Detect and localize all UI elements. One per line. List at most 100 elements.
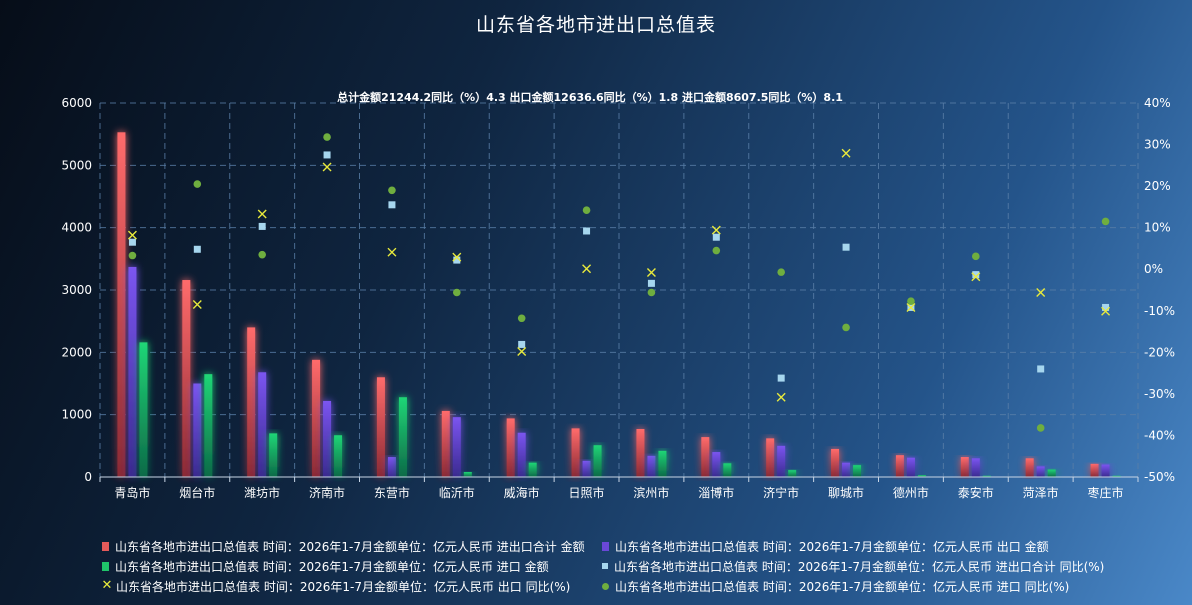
legend-x-marker: ✕ <box>101 578 113 593</box>
legend-item[interactable]: 山东省各地市进出口总值表 时间：2026年1-7月金额单位：亿元人民币 进出口合… <box>600 558 1120 574</box>
legend-item[interactable]: 山东省各地市进出口总值表 时间：2026年1-7月金额单位：亿元人民币 进出口合… <box>100 538 600 554</box>
x-tick-label: 菏泽市 <box>1023 485 1059 500</box>
point-dot <box>777 268 785 276</box>
point-layer <box>127 133 1111 432</box>
y-left-tick-label: 2000 <box>61 345 92 359</box>
x-tick-label: 济宁市 <box>763 485 799 500</box>
point-square <box>1102 303 1110 311</box>
bar <box>1090 463 1099 477</box>
legend-item[interactable]: ✕ 山东省各地市进出口总值表 时间：2026年1-7月金额单位：亿元人民币 出口 … <box>100 578 600 594</box>
point-square <box>453 256 461 264</box>
bar <box>528 462 537 477</box>
bar <box>777 445 786 477</box>
legend: 山东省各地市进出口总值表 时间：2026年1-7月金额单位：亿元人民币 进出口合… <box>100 538 1160 594</box>
bar <box>506 418 515 477</box>
point-square <box>323 151 331 159</box>
point-dot <box>1101 217 1110 226</box>
bar <box>247 327 256 477</box>
y-right-tick-label: 10% <box>1144 221 1171 235</box>
bar <box>323 400 332 477</box>
y-left-tick-label: 5000 <box>61 158 92 172</box>
legend-bar-swatch <box>102 561 109 571</box>
bar <box>712 452 721 477</box>
bar <box>1036 466 1045 477</box>
point-square <box>128 238 136 246</box>
point-x <box>1101 306 1111 316</box>
x-tick-label: 威海市 <box>504 485 540 500</box>
y-right-tick-label: -40% <box>1144 428 1175 442</box>
point-square <box>518 340 526 348</box>
point-square <box>842 243 850 251</box>
point-x <box>387 247 397 257</box>
bar <box>182 280 191 477</box>
point-x <box>322 162 332 172</box>
y-left-tick-label: 1000 <box>61 408 92 422</box>
point-x <box>257 209 267 219</box>
point-dot <box>582 206 591 215</box>
x-tick-label: 聊城市 <box>828 485 864 500</box>
x-tick-label: 日照市 <box>569 485 605 500</box>
point-square <box>583 227 591 235</box>
y-left-tick-label: 6000 <box>61 96 92 110</box>
bar <box>895 455 904 477</box>
bar <box>571 428 580 477</box>
y-right-tick-label: 30% <box>1144 138 1171 152</box>
point-dot <box>323 133 331 141</box>
chart: 0 1000 2000 3000 4000 5000 6000 -50% -40% -30% -20… <box>61 96 1175 500</box>
bar <box>1025 458 1034 477</box>
point-square <box>777 374 785 382</box>
bar <box>917 475 926 477</box>
bar <box>376 377 385 477</box>
bar <box>593 445 602 477</box>
y-left-tick-label: 3000 <box>61 283 92 297</box>
legend-label: 山东省各地市进出口总值表 时间：2026年1-7月金额单位：亿元人民币 进口 金… <box>115 559 549 574</box>
bar <box>193 383 202 477</box>
x-tick-label: 淄博市 <box>698 485 734 500</box>
bar <box>636 429 645 477</box>
point-dot <box>842 323 850 332</box>
bar <box>1112 475 1121 477</box>
bar <box>204 374 213 477</box>
y-right-tick-label: -20% <box>1144 345 1175 359</box>
x-tick-label: 滨州市 <box>633 485 669 500</box>
legend-label: 山东省各地市进出口总值表 时间：2026年1-7月金额单位：亿元人民币 进出口合… <box>115 539 585 554</box>
point-dot <box>453 288 461 297</box>
legend-bar-swatch <box>102 541 109 551</box>
point-x <box>1036 287 1046 297</box>
point-dot <box>647 288 656 297</box>
point-dot <box>1036 424 1045 432</box>
grid-lines <box>99 102 1139 477</box>
point-x <box>906 302 916 312</box>
bar <box>441 410 450 477</box>
legend-dot-marker <box>602 582 609 590</box>
legend-item[interactable]: 山东省各地市进出口总值表 时间：2026年1-7月金额单位：亿元人民币 进口 同… <box>600 578 1120 594</box>
legend-item[interactable]: 山东省各地市进出口总值表 时间：2026年1-7月金额单位：亿元人民币 出口 金… <box>600 538 1120 554</box>
legend-square-marker <box>602 563 608 569</box>
y-right-tick-label: 0% <box>1144 262 1163 276</box>
bar <box>387 457 396 477</box>
point-x <box>582 264 592 274</box>
point-dot <box>972 252 980 261</box>
point-square <box>258 222 266 230</box>
x-tick-label: 济南市 <box>309 485 345 500</box>
bar <box>723 463 732 477</box>
bar <box>647 455 656 477</box>
x-tick-label: 烟台市 <box>179 485 215 500</box>
bar <box>1047 469 1056 477</box>
bar <box>842 462 851 477</box>
axis-layer: 0 1000 2000 3000 4000 5000 6000 -50% -40% -30% -20… <box>61 96 1175 500</box>
bar <box>853 465 862 477</box>
x-tick-label: 临沂市 <box>439 485 475 500</box>
legend-item[interactable]: 山东省各地市进出口总值表 时间：2026年1-7月金额单位：亿元人民币 进口 金… <box>100 558 600 574</box>
bar <box>463 472 472 477</box>
bar <box>766 438 775 477</box>
legend-label: 山东省各地市进出口总值表 时间：2026年1-7月金额单位：亿元人民币 出口 同… <box>116 579 571 594</box>
y-left-tick-label: 4000 <box>61 221 92 235</box>
point-dot <box>128 251 137 260</box>
x-tick-label: 枣庄市 <box>1088 485 1124 500</box>
bar <box>334 435 343 477</box>
point-square <box>647 279 655 287</box>
point-x <box>517 347 527 356</box>
bar <box>788 470 797 477</box>
x-tick-label: 潍坊市 <box>244 485 280 500</box>
